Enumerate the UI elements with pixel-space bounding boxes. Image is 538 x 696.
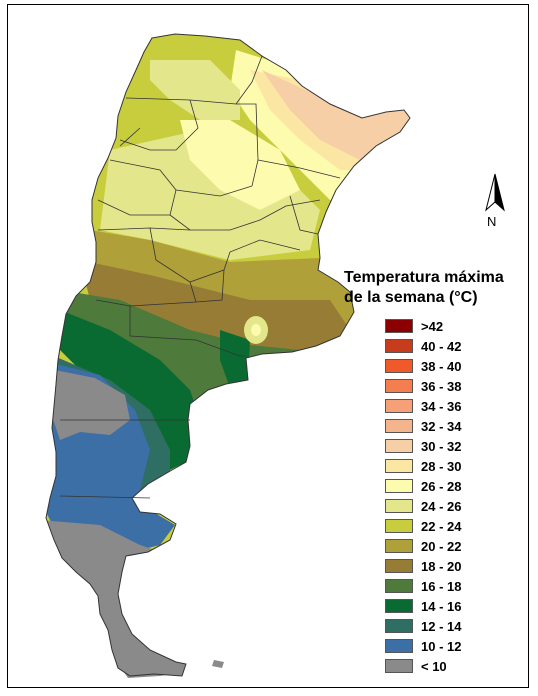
north-arrow-icon	[485, 173, 505, 212]
legend-label: 18 - 20	[421, 558, 462, 574]
legend-item: 10 - 12	[385, 638, 461, 654]
legend-swatch	[385, 319, 413, 333]
legend-label: 36 - 38	[421, 378, 462, 394]
legend-label: < 10	[421, 658, 447, 674]
legend-swatch	[385, 399, 413, 413]
legend-title-line-2: de la semana (°C)	[344, 289, 478, 306]
legend-label: 20 - 22	[421, 538, 462, 554]
legend-swatch	[385, 639, 413, 653]
legend-swatch	[385, 359, 413, 373]
legend-item: 40 - 42	[385, 338, 461, 354]
legend-swatch	[385, 579, 413, 593]
legend-label: 30 - 32	[421, 438, 462, 454]
legend-item: 26 - 28	[385, 478, 461, 494]
legend-swatch	[385, 519, 413, 533]
legend-swatch	[385, 619, 413, 633]
legend-label: 38 - 40	[421, 358, 462, 374]
legend-item: 20 - 22	[385, 538, 461, 554]
legend-item: 32 - 34	[385, 418, 461, 434]
legend-label: 24 - 26	[421, 498, 462, 514]
legend-swatch	[385, 599, 413, 613]
legend-label: 26 - 28	[421, 478, 462, 494]
north-label: N	[487, 214, 497, 229]
legend-label: 28 - 30	[421, 458, 462, 474]
legend-label: 32 - 34	[421, 418, 462, 434]
legend-item: 18 - 20	[385, 558, 461, 574]
legend-swatch	[385, 479, 413, 493]
legend-label: >42	[421, 318, 444, 334]
legend-swatch	[385, 499, 413, 513]
legend-label: 14 - 16	[421, 598, 462, 614]
legend-swatch	[385, 459, 413, 473]
legend-swatch	[385, 539, 413, 553]
legend-item: 22 - 24	[385, 518, 461, 534]
legend-item: 30 - 32	[385, 438, 461, 454]
legend-label: 22 - 24	[421, 518, 462, 534]
legend-item: 34 - 36	[385, 398, 461, 414]
legend-label: 10 - 12	[421, 638, 462, 654]
legend-item: < 10	[385, 658, 447, 674]
legend-title: Temperatura máxima de la semana (°C)	[344, 268, 534, 308]
legend-item: 24 - 26	[385, 498, 461, 514]
legend-item: 12 - 14	[385, 618, 461, 634]
legend-item: 38 - 40	[385, 358, 461, 374]
legend-swatch	[385, 439, 413, 453]
legend-item: 16 - 18	[385, 578, 461, 594]
legend-swatch	[385, 339, 413, 353]
legend-item: 36 - 38	[385, 378, 461, 394]
legend-swatch	[385, 559, 413, 573]
legend-label: 34 - 36	[421, 398, 462, 414]
legend-item: 28 - 30	[385, 458, 461, 474]
legend-title-line-1: Temperatura máxima	[344, 269, 504, 286]
legend-label: 12 - 14	[421, 618, 462, 634]
legend-swatch	[385, 659, 413, 673]
legend-label: 16 - 18	[421, 578, 462, 594]
legend-swatch	[385, 419, 413, 433]
legend-item: >42	[385, 318, 443, 334]
legend-item: 14 - 16	[385, 598, 461, 614]
legend-swatch	[385, 379, 413, 393]
legend-label: 40 - 42	[421, 338, 462, 354]
